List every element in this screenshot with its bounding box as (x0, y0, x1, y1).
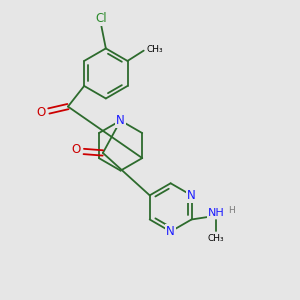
Text: NH: NH (208, 208, 224, 218)
Text: N: N (166, 225, 175, 238)
Text: O: O (36, 106, 45, 119)
Text: H: H (229, 206, 235, 215)
Text: N: N (116, 114, 125, 127)
Text: CH₃: CH₃ (147, 45, 163, 54)
Text: N: N (187, 189, 196, 202)
Text: O: O (71, 143, 80, 157)
Text: Cl: Cl (96, 12, 107, 25)
Text: CH₃: CH₃ (208, 234, 224, 243)
